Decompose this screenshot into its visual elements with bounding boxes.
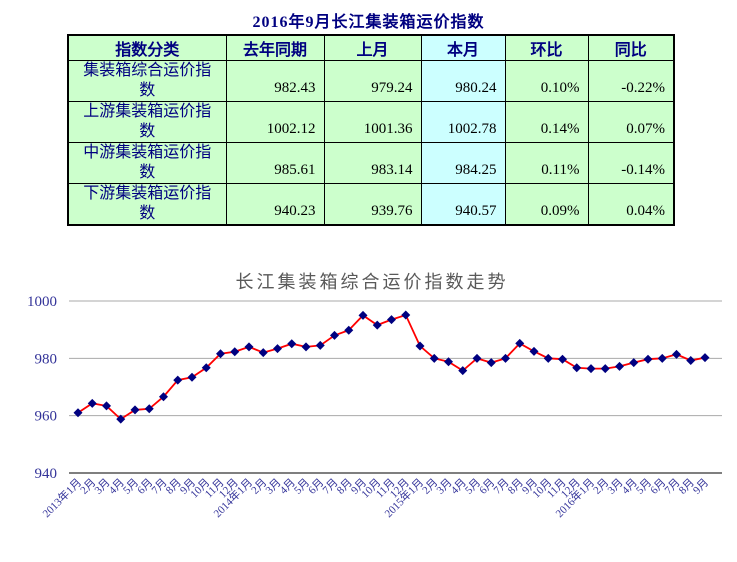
data-point-marker <box>486 358 496 368</box>
data-point-marker <box>472 353 482 363</box>
data-point-marker <box>358 310 368 320</box>
data-point-marker <box>258 348 268 358</box>
col-header-last-month: 上月 <box>323 34 422 61</box>
data-point-marker <box>458 366 468 376</box>
value-cell-current: 984.25 <box>420 142 506 184</box>
freight-index-trend-chart: 长江集装箱综合运价指数走势 1000 980 960 940 2013年1月2月3月4… <box>27 272 722 520</box>
data-point-marker <box>444 357 453 367</box>
data-point-marker <box>173 375 183 385</box>
y-tick-label: 960 <box>35 409 58 425</box>
data-point-marker <box>586 364 596 374</box>
data-point-marker <box>244 342 254 352</box>
data-point-marker <box>102 401 111 411</box>
data-point-marker <box>315 340 325 350</box>
data-point-marker <box>387 315 396 325</box>
data-point-marker <box>558 354 567 364</box>
data-point-marker <box>643 354 653 364</box>
gridlines <box>69 300 722 475</box>
data-point-marker <box>572 363 582 373</box>
data-point-marker <box>515 338 525 348</box>
x-axis-labels: 2013年1月2月3月4月5月6月7月8月9月10月11月12月2014年1月2… <box>39 475 711 520</box>
table-row: 中游集装箱运价指数 985.61 983.14 984.25 0.11% -0.… <box>67 142 675 184</box>
page-title: 2016年9月长江集装箱运价指数 <box>252 14 485 31</box>
data-point-marker <box>686 356 696 366</box>
table-row: 下游集装箱运价指数 940.23 939.76 940.57 0.09% 0.0… <box>67 183 675 226</box>
data-point-marker <box>159 392 168 402</box>
data-point-marker <box>700 353 710 363</box>
data-point-marker <box>529 346 539 356</box>
value-cell: 979.24 <box>323 60 422 102</box>
value-cell: 1001.36 <box>323 101 422 143</box>
value-cell-mom: 0.14% <box>504 101 589 143</box>
col-header-this-month: 本月 <box>420 34 506 61</box>
data-point-marker <box>130 405 140 415</box>
value-cell-yoy: 0.04% <box>587 183 675 226</box>
table-header-row: 指数分类 去年同期 上月 本月 环比 同比 <box>67 34 675 61</box>
trend-line-series <box>73 310 710 424</box>
data-point-marker <box>73 408 83 418</box>
value-cell-mom: 0.10% <box>504 60 589 102</box>
col-header-category: 指数分类 <box>67 34 227 61</box>
row-label-downstream: 下游集装箱运价指数 <box>67 183 227 226</box>
data-point-marker <box>629 358 639 368</box>
y-tick-label: 1000 <box>27 294 57 310</box>
table-row: 集装箱综合运价指数 982.43 979.24 980.24 0.10% -0.… <box>67 60 675 102</box>
value-cell: 982.43 <box>225 60 325 102</box>
row-label-composite: 集装箱综合运价指数 <box>67 60 227 102</box>
value-cell-current: 940.57 <box>420 183 506 226</box>
col-header-last-year: 去年同期 <box>225 34 325 61</box>
data-point-marker <box>543 353 553 363</box>
data-point-marker <box>273 344 282 354</box>
value-cell-current: 980.24 <box>420 60 506 102</box>
data-point-marker <box>600 364 610 374</box>
y-tick-label: 940 <box>35 466 58 482</box>
data-point-marker <box>187 372 197 382</box>
data-point-marker <box>401 310 411 320</box>
data-point-marker <box>230 347 240 357</box>
value-cell-mom: 0.09% <box>504 183 589 226</box>
row-label-upstream: 上游集装箱运价指数 <box>67 101 227 143</box>
table-row: 上游集装箱运价指数 1002.12 1001.36 1002.78 0.14% … <box>67 101 675 143</box>
data-point-marker <box>672 349 681 359</box>
value-cell: 983.14 <box>323 142 422 184</box>
trend-line <box>77 313 706 421</box>
data-point-marker <box>615 361 624 371</box>
row-label-midstream: 中游集装箱运价指数 <box>67 142 227 184</box>
value-cell-current: 1002.78 <box>420 101 506 143</box>
y-axis-labels: 1000 980 960 940 <box>27 294 57 482</box>
value-cell-yoy: -0.22% <box>587 60 675 102</box>
data-point-marker <box>415 341 425 351</box>
chart-title: 长江集装箱综合运价指数走势 <box>236 272 509 292</box>
data-point-marker <box>87 398 97 408</box>
value-cell: 939.76 <box>323 183 422 226</box>
col-header-yoy: 同比 <box>587 34 675 61</box>
value-cell-mom: 0.11% <box>504 142 589 184</box>
x-tick-label: 9月 <box>691 477 711 497</box>
data-point-marker <box>657 353 667 363</box>
data-point-marker <box>287 339 297 349</box>
data-point-marker <box>116 414 126 424</box>
freight-index-table: 指数分类 去年同期 上月 本月 环比 同比 集装箱综合运价指数 982.43 9… <box>67 34 675 226</box>
value-cell-yoy: 0.07% <box>587 101 675 143</box>
data-point-marker <box>501 353 510 363</box>
value-cell: 940.23 <box>225 183 325 226</box>
value-cell-yoy: -0.14% <box>587 142 675 184</box>
value-cell: 1002.12 <box>225 101 325 143</box>
data-point-marker <box>429 353 439 363</box>
data-point-marker <box>330 330 339 340</box>
data-point-marker <box>344 325 354 335</box>
value-cell: 985.61 <box>225 142 325 184</box>
data-point-marker <box>201 363 211 373</box>
y-tick-label: 980 <box>35 351 58 367</box>
data-point-marker <box>372 320 382 330</box>
data-point-marker <box>301 342 311 352</box>
data-point-marker <box>216 349 225 359</box>
col-header-mom: 环比 <box>504 34 589 61</box>
data-point-marker <box>144 404 154 414</box>
